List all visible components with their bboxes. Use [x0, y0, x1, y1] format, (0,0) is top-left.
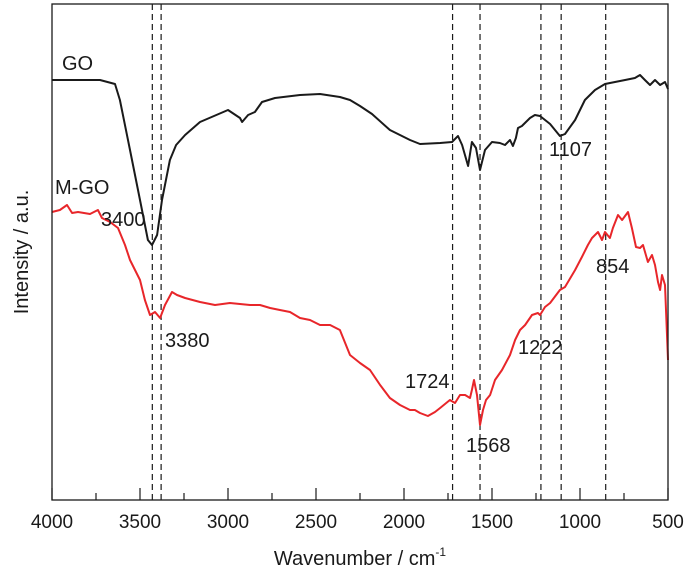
- peak-label-1568: 1568: [466, 435, 511, 457]
- x-tick-label: 1000: [559, 512, 601, 533]
- series-line-go: [52, 74, 669, 246]
- peak-annotations: 3400 3380 1724 1568 1222 1107 854: [101, 139, 629, 457]
- label-m-go: M-GO: [55, 177, 109, 199]
- peak-label-1107: 1107: [549, 139, 592, 161]
- peak-label-3380: 3380: [165, 330, 210, 352]
- x-tick-label: 3500: [119, 512, 161, 533]
- peak-label-1724: 1724: [405, 371, 450, 393]
- reference-lines: [151, 4, 607, 500]
- x-tick-label: 3000: [207, 512, 249, 533]
- x-tick-label: 2500: [295, 512, 337, 533]
- x-tick-labels: 4000 3500 3000 2500 2000 1500 1000 500: [31, 512, 684, 533]
- x-tick-label: 1500: [471, 512, 513, 533]
- plot-frame: [51, 3, 669, 501]
- x-tick-label: 2000: [383, 512, 425, 533]
- x-ticks: [51, 488, 669, 500]
- x-axis-label: Wavenumber / cm-1: [274, 545, 447, 570]
- peak-label-854: 854: [596, 256, 629, 278]
- x-axis-label-text: Wavenumber / cm: [274, 548, 436, 570]
- label-go: GO: [62, 53, 93, 75]
- x-tick-label: 500: [652, 512, 684, 533]
- peak-label-1222: 1222: [518, 337, 563, 359]
- series-line-m-go: [51, 204, 669, 426]
- x-tick-label: 4000: [31, 512, 73, 533]
- x-axis-label-sup: -1: [435, 545, 446, 559]
- series-group: [51, 74, 669, 426]
- peak-label-3400: 3400: [101, 209, 146, 231]
- y-axis-label: Intensity / a.u.: [11, 190, 33, 315]
